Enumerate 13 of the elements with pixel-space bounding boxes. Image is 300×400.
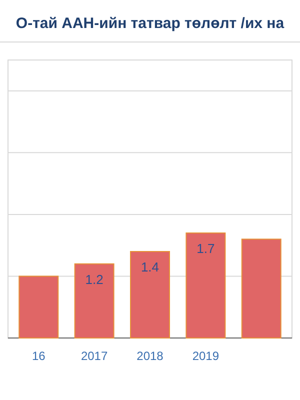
bar: [186, 232, 226, 338]
bar: [130, 251, 170, 338]
bar: [74, 263, 114, 338]
x-tick-label: 16: [32, 349, 46, 363]
data-label: 1.2: [85, 272, 104, 287]
chart-title: О-тай ААН-ийн татвар төлөлт /их на: [16, 15, 285, 32]
bar: [241, 238, 282, 338]
data-label: 1.4: [140, 260, 160, 275]
x-tick-label: 2017: [80, 349, 108, 363]
x-tick-label: 2019: [192, 349, 220, 363]
bar: [18, 276, 59, 338]
data-label: 1.7: [196, 240, 215, 256]
x-tick-label: 2018: [136, 349, 164, 363]
